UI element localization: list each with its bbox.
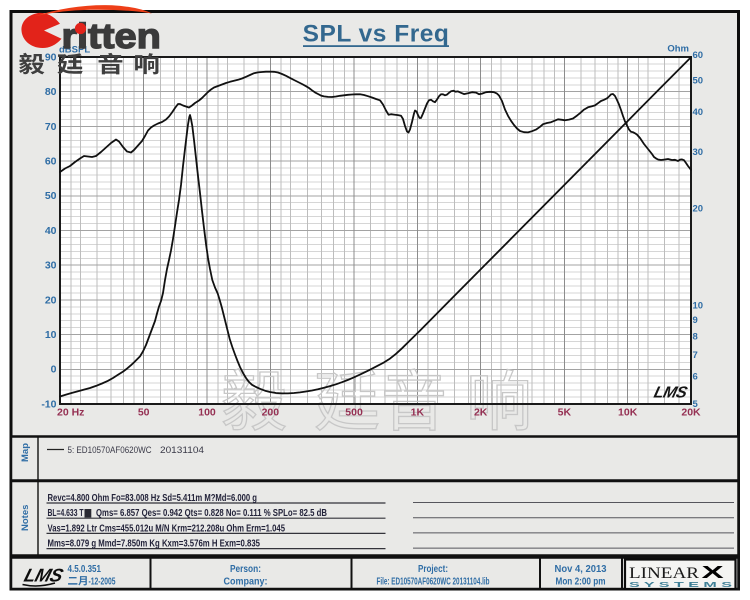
svg-text:1K: 1K [411, 407, 425, 419]
svg-text:40: 40 [45, 225, 57, 237]
svg-text:Vas=1.892 Ltr Cms=455.012u M/N: Vas=1.892 Ltr Cms=455.012u M/N Krm=212.2… [48, 523, 286, 534]
svg-text:10: 10 [45, 329, 57, 341]
svg-text:20K: 20K [681, 407, 701, 419]
svg-text:4.5.0.351: 4.5.0.351 [68, 563, 102, 575]
svg-text:20131104: 20131104 [160, 445, 204, 456]
svg-text:Mon 2:00 pm: Mon 2:00 pm [556, 576, 606, 588]
svg-text:5: ED10570AF0620WC: 5: ED10570AF0620WC [68, 445, 152, 456]
svg-text:BL=4.633 T: BL=4.633 T [48, 508, 84, 519]
svg-text:LMS: LMS [22, 565, 66, 586]
svg-text:ritten: ritten [62, 16, 161, 56]
svg-text:50: 50 [138, 407, 150, 419]
svg-text:500: 500 [345, 407, 363, 419]
svg-text:7: 7 [693, 350, 698, 361]
svg-text:Nov 4, 2013: Nov 4, 2013 [555, 563, 607, 575]
svg-text:Map: Map [20, 443, 31, 462]
svg-text:50: 50 [45, 190, 57, 202]
svg-text:-12-2005: -12-2005 [89, 576, 116, 588]
svg-text:9: 9 [693, 315, 698, 326]
svg-text:50: 50 [693, 76, 704, 87]
svg-text:60: 60 [45, 156, 57, 168]
svg-text:File: ED10570AF0620WC 20131104: File: ED10570AF0620WC 20131104.lib [377, 577, 490, 588]
svg-text:2K: 2K [474, 407, 488, 419]
svg-text:dBSPL: dBSPL [59, 45, 90, 56]
svg-text:S Y S T E M S: S Y S T E M S [629, 582, 733, 589]
svg-text:90: 90 [45, 51, 57, 63]
svg-text:10: 10 [693, 300, 704, 311]
svg-text:X: X [702, 562, 724, 582]
svg-text:Revc=4.800 Ohm Fo=83.008 Hz Sd: Revc=4.800 Ohm Fo=83.008 Hz Sd=5.411m M?… [48, 493, 258, 504]
svg-text:-10: -10 [41, 398, 56, 410]
svg-text:Mms=8.079 g Mmd=7.850m Kg Kxm=: Mms=8.079 g Mmd=7.850m Kg Kxm=3.576m H E… [48, 539, 261, 550]
svg-text:LINEAR: LINEAR [629, 565, 700, 582]
svg-text:8: 8 [693, 332, 698, 343]
svg-text:SPL vs Freq: SPL vs Freq [303, 21, 450, 48]
svg-text:LMS: LMS [652, 384, 689, 402]
svg-text:200: 200 [262, 407, 280, 419]
svg-text:80: 80 [45, 86, 57, 98]
svg-text:0: 0 [51, 364, 57, 376]
svg-text:20: 20 [45, 294, 57, 306]
svg-text:Company:: Company: [224, 576, 268, 588]
svg-text:30: 30 [693, 147, 704, 158]
svg-text:20 Hz: 20 Hz [57, 407, 84, 419]
svg-text:6: 6 [693, 372, 698, 383]
svg-text:60: 60 [693, 50, 704, 61]
svg-text:30: 30 [45, 260, 57, 272]
svg-text:Ohm: Ohm [667, 44, 689, 55]
svg-text:5: 5 [693, 399, 699, 410]
svg-text:5K: 5K [558, 407, 572, 419]
svg-text:Project:: Project: [418, 563, 448, 575]
svg-text:20: 20 [693, 204, 704, 215]
svg-text:10K: 10K [618, 407, 638, 419]
svg-text:70: 70 [45, 121, 57, 133]
svg-text:Person:: Person: [230, 563, 261, 575]
svg-text:100: 100 [198, 407, 216, 419]
svg-text:40: 40 [693, 107, 704, 118]
svg-text:Qms= 6.857 Qes= 0.942 Qts= 0.8: Qms= 6.857 Qes= 0.942 Qts= 0.828 No= 0.1… [96, 508, 327, 519]
svg-text:Notes: Notes [20, 505, 31, 531]
